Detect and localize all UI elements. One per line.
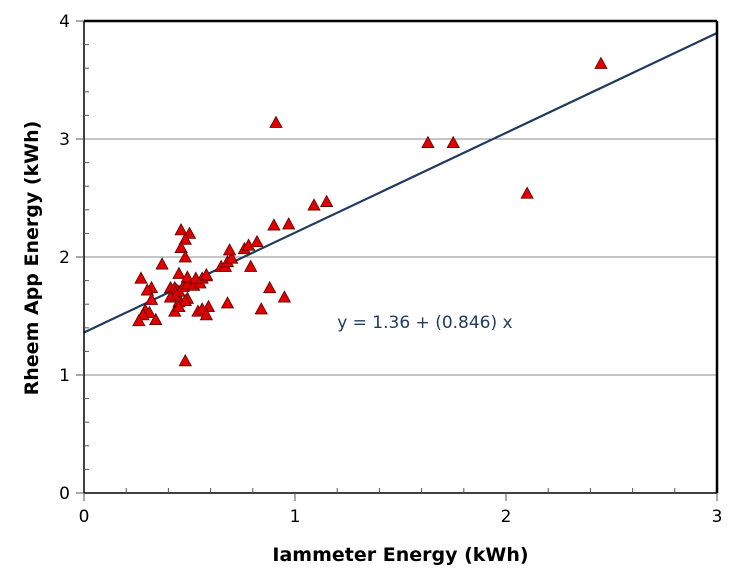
data-point — [307, 198, 321, 211]
data-point — [174, 240, 188, 253]
data-point — [149, 312, 163, 325]
axes — [76, 19, 719, 501]
data-point — [594, 56, 608, 69]
data-point — [178, 293, 192, 307]
x-axis-title: Iammeter Energy (kWh) — [272, 544, 528, 566]
data-point — [172, 299, 186, 312]
y-tick-label: 2 — [59, 248, 70, 268]
data-point — [199, 307, 214, 321]
data-point — [281, 217, 296, 230]
data-point — [132, 313, 146, 327]
data-point — [225, 251, 239, 264]
data-point — [241, 238, 256, 251]
data-point — [267, 218, 281, 231]
data-point — [134, 271, 148, 284]
data-point — [319, 194, 334, 207]
y-tick-label: 3 — [59, 130, 70, 150]
y-tick-label: 4 — [59, 12, 70, 32]
data-point — [199, 267, 214, 281]
data-points — [132, 56, 608, 367]
y-tick-label: 0 — [59, 484, 70, 504]
data-point — [254, 302, 268, 315]
data-point — [178, 250, 192, 263]
data-point — [263, 280, 277, 294]
data-point — [140, 283, 154, 296]
data-point — [178, 232, 192, 245]
data-point — [250, 234, 264, 248]
data-point — [220, 296, 235, 309]
data-point — [421, 135, 435, 148]
regression-equation: y = 1.36 + (0.846) x — [337, 313, 512, 333]
data-point — [178, 354, 192, 367]
data-point — [172, 266, 186, 279]
data-point — [180, 270, 195, 283]
grid-lines — [84, 138, 717, 376]
data-point — [222, 243, 237, 256]
data-point — [144, 292, 159, 305]
data-point — [277, 290, 292, 303]
data-point — [174, 223, 188, 236]
x-tick-label: 3 — [712, 507, 723, 527]
data-point — [446, 135, 460, 148]
data-point — [269, 115, 283, 128]
y-tick-label: 1 — [59, 366, 70, 386]
x-tick-label: 2 — [501, 507, 512, 527]
data-point — [520, 186, 534, 199]
data-point — [155, 257, 169, 270]
x-tick-label: 0 — [79, 507, 90, 527]
tick-labels: 0 1 2 3 4 0 1 2 3 — [59, 12, 722, 527]
data-point — [244, 259, 258, 272]
y-axis-title: Rheem App Energy (kWh) — [21, 121, 43, 396]
x-tick-label: 1 — [290, 507, 301, 527]
